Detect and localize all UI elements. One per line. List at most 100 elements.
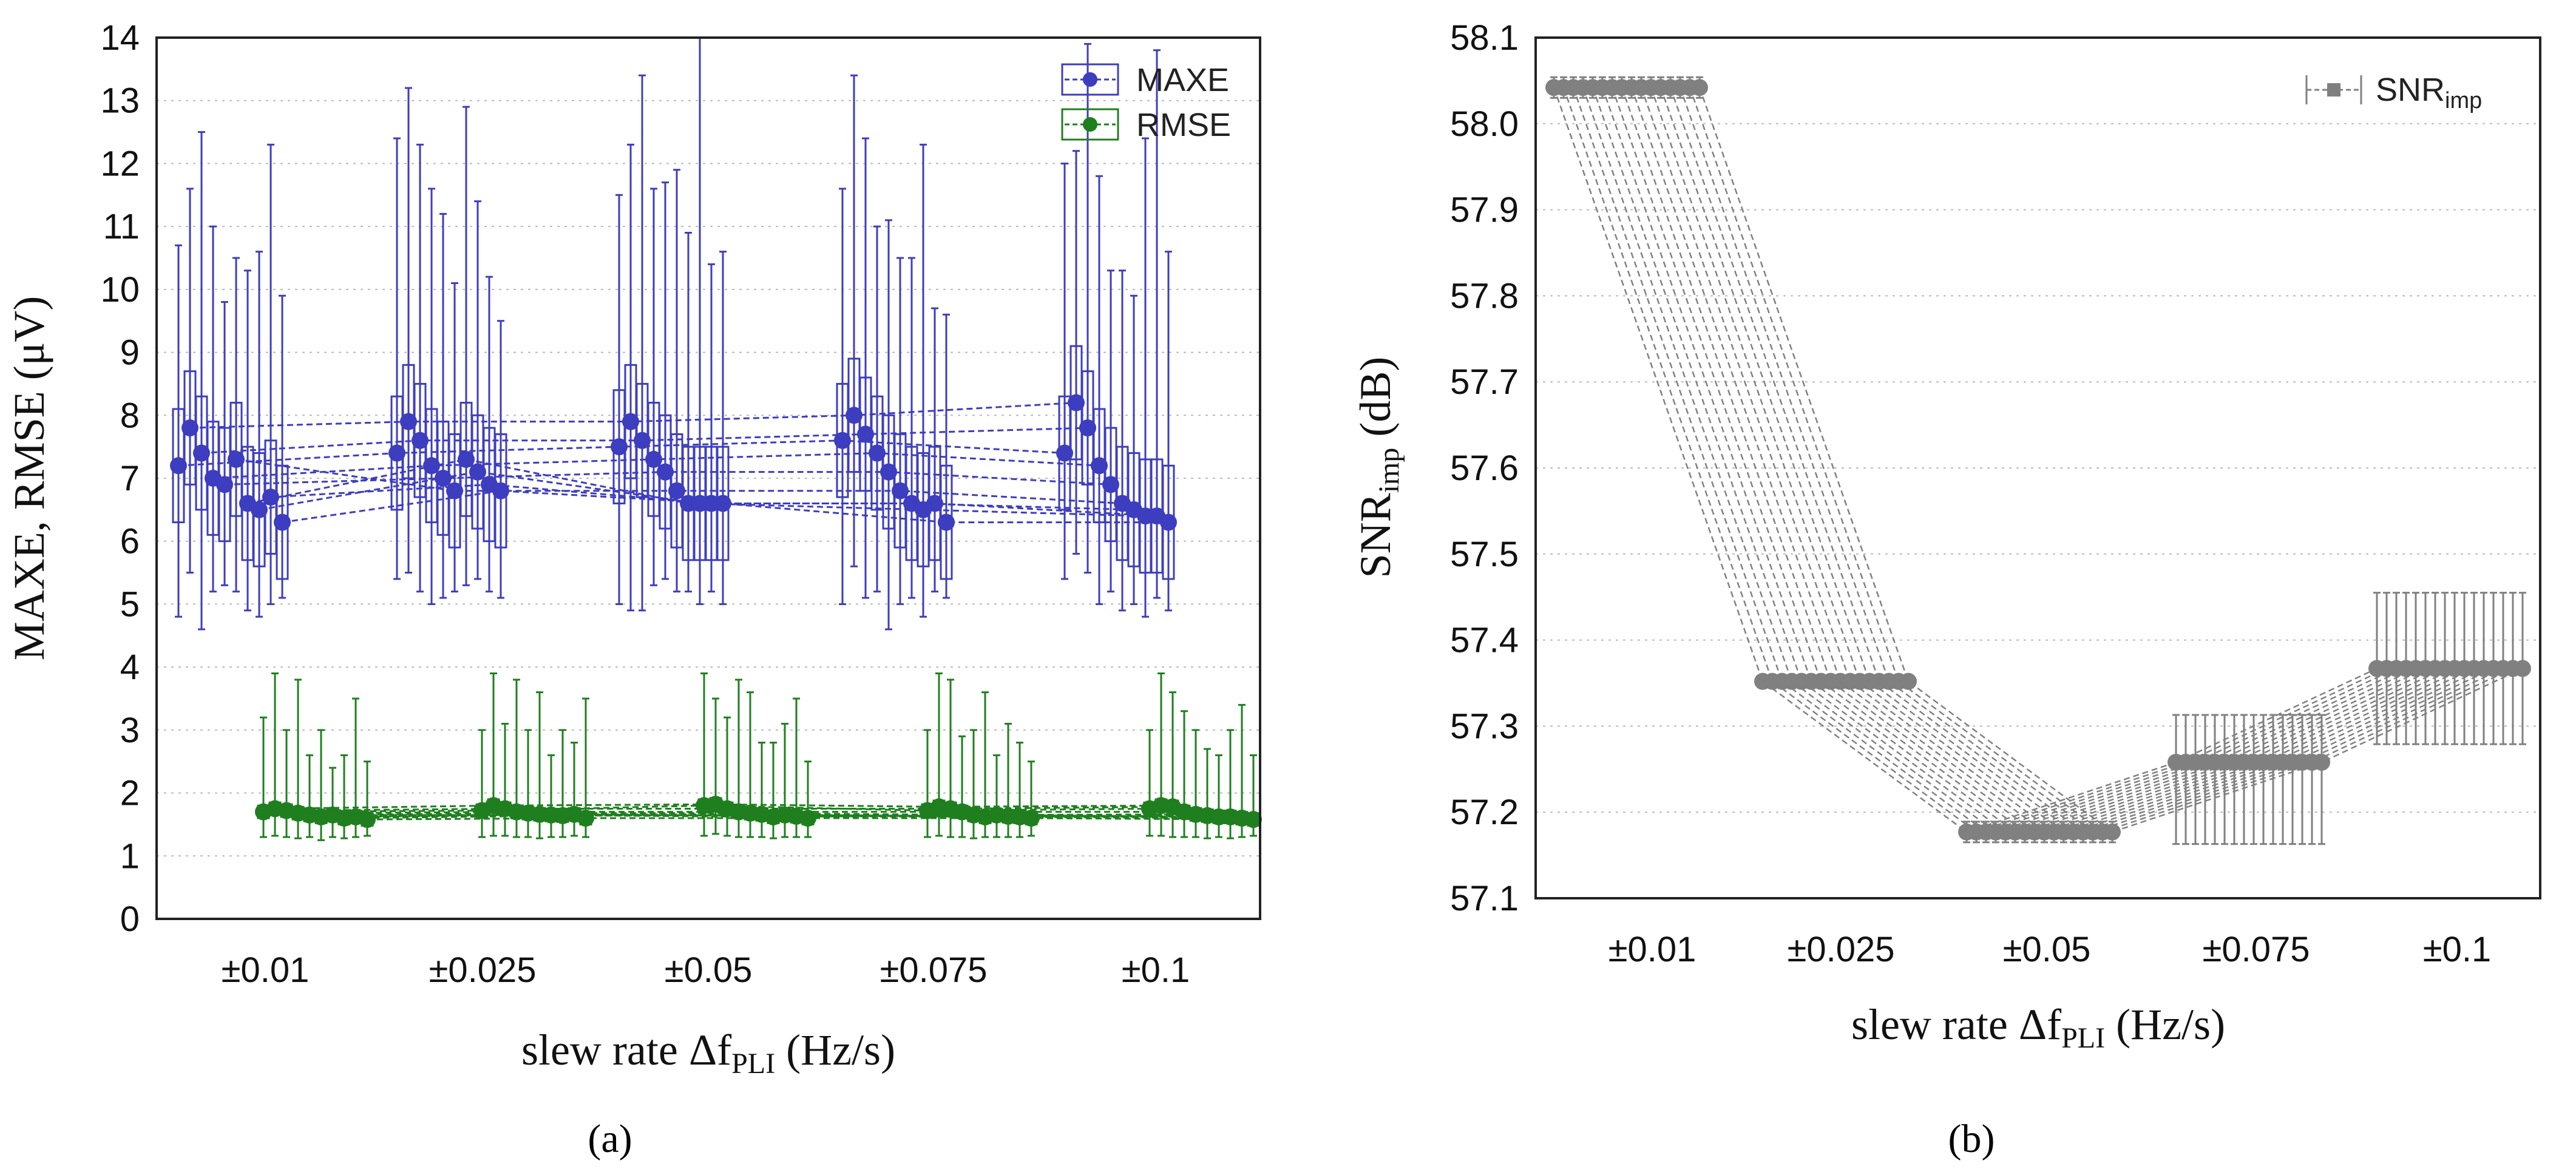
snr-connector-line xyxy=(1640,87,2465,833)
rmse-point xyxy=(359,811,376,828)
maxe-point xyxy=(251,501,268,518)
maxe-point xyxy=(926,495,943,512)
panel-a-y-tick-label: 1 xyxy=(120,836,140,876)
panel-a-y-tick-label: 13 xyxy=(100,81,140,121)
snr-legend-marker xyxy=(2327,83,2340,97)
maxe-point xyxy=(634,432,651,449)
snr-connector-line xyxy=(1698,87,2523,833)
snr-connector-line xyxy=(1689,87,2513,833)
snr-point xyxy=(1691,79,1708,97)
panel-b-y-tick-label: 57.4 xyxy=(1450,621,1519,660)
snr-connector-line xyxy=(1611,87,2436,833)
maxe-point xyxy=(423,457,440,475)
panel-b-gridlines xyxy=(1536,123,2540,813)
panel-a-y-tick-label: 14 xyxy=(100,18,140,58)
snr-connector-line xyxy=(1659,87,2484,833)
maxe-point xyxy=(1056,444,1073,462)
panel-b-y-tick-label: 58.0 xyxy=(1450,104,1519,144)
maxe-point xyxy=(400,413,417,430)
panel-b-x-ticks: ±0.01 ±0.025 ±0.05 ±0.075 ±0.1 xyxy=(1608,930,2492,969)
panel-b-y-tick-label: 58.1 xyxy=(1450,18,1519,58)
panel-a-x-ticks: ±0.01 ±0.025 ±0.05 ±0.075 ±0.1 xyxy=(222,950,1190,990)
legend-item-maxe: MAXE xyxy=(1061,62,1229,98)
snr-connector-line xyxy=(1601,87,2426,833)
panel-b-label: (b) xyxy=(1948,1117,1995,1161)
rmse-legend-swatch xyxy=(1061,108,1119,141)
maxe-point xyxy=(657,463,674,481)
rmse-point xyxy=(799,810,816,827)
maxe-point xyxy=(228,450,245,468)
maxe-connector-line xyxy=(259,471,1146,517)
maxe-point xyxy=(880,463,897,481)
panel-a-y-tick-label: 6 xyxy=(120,522,140,561)
panel-a-y-tick-label: 4 xyxy=(120,648,140,687)
maxe-point xyxy=(857,425,874,443)
maxe-point xyxy=(846,407,863,424)
rmse-legend-label: RMSE xyxy=(1136,107,1231,143)
maxe-point xyxy=(611,438,628,456)
panel-b-plot-area xyxy=(1545,76,2531,845)
panel-b-y-tick-label: 57.2 xyxy=(1450,793,1519,832)
legend-item-rmse: RMSE xyxy=(1061,107,1231,143)
panel-b-y-tick-label: 57.9 xyxy=(1450,191,1519,230)
panel-a-x-tick-label: ±0.05 xyxy=(665,950,753,990)
panel-a-plot-area xyxy=(170,36,1262,841)
snr-connector-line xyxy=(1572,87,2397,833)
snr-connector-line xyxy=(1630,87,2455,833)
maxe-point xyxy=(938,513,955,531)
panel-b-y-tick-label: 57.6 xyxy=(1450,449,1519,488)
maxe-point xyxy=(193,444,210,462)
snr-connector-line xyxy=(1582,87,2407,833)
panel-b-y-tick-label: 57.7 xyxy=(1450,362,1519,402)
rmse-point xyxy=(577,810,594,827)
panel-b-legend: SNRimp xyxy=(2305,72,2482,113)
rmse-legend-marker xyxy=(1083,117,1097,132)
snr-connector-line xyxy=(1553,87,2378,833)
maxe-point xyxy=(388,444,405,462)
panel-b-frame xyxy=(1534,36,2541,899)
snr-connector-line xyxy=(1650,87,2475,833)
maxe-legend-marker xyxy=(1083,72,1097,87)
panel-b-x-tick-label: ±0.01 xyxy=(1608,930,1696,969)
maxe-point xyxy=(262,489,279,506)
snr-connector-line xyxy=(1679,87,2504,833)
panel-b-x-tick-label: ±0.075 xyxy=(2203,930,2310,969)
snr-connector-line xyxy=(1562,87,2387,833)
maxe-point xyxy=(492,482,509,499)
maxe-point xyxy=(181,419,198,437)
panel-a-y-tick-label: 12 xyxy=(100,144,140,183)
rmse-point xyxy=(1245,811,1262,828)
panel-a-x-tick-label: ±0.075 xyxy=(880,950,988,990)
maxe-point xyxy=(1091,457,1108,475)
maxe-legend-label: MAXE xyxy=(1136,62,1229,98)
panel-a-y-tick-label: 0 xyxy=(120,899,140,939)
panel-a-frame xyxy=(155,36,1261,920)
panel-b-x-tick-label: ±0.025 xyxy=(1788,930,1895,969)
panel-a-x-axis-label: slew rate ΔfPLI (Hz/s) xyxy=(521,1026,895,1080)
snr-legend-label: SNRimp xyxy=(2376,72,2482,113)
panel-a-y-tick-label: 2 xyxy=(120,774,140,813)
panel-b-x-axis-label: slew rate ΔfPLI (Hz/s) xyxy=(1851,1000,2225,1054)
maxe-point xyxy=(645,450,662,468)
maxe-point xyxy=(274,513,291,531)
panel-b: 57.1 57.2 57.3 57.4 57.5 57.6 57.7 57.8 57.9 58.0… xyxy=(1351,18,2541,1161)
maxe-point xyxy=(469,463,486,481)
panel-a-x-tick-label: ±0.025 xyxy=(429,950,537,990)
maxe-point xyxy=(435,470,452,487)
maxe-point xyxy=(446,482,463,499)
maxe-point xyxy=(668,482,685,499)
panel-a-y-tick-label: 10 xyxy=(100,270,140,310)
snr-point xyxy=(1900,672,1917,690)
maxe-point xyxy=(1068,394,1085,411)
panel-a-y-axis-label: MAXE, RMSE (μV) xyxy=(5,296,53,661)
panel-b-y-tick-label: 57.1 xyxy=(1450,879,1519,918)
maxe-point xyxy=(1079,419,1096,437)
panel-a-legend: MAXE RMSE xyxy=(1061,62,1231,143)
maxe-point xyxy=(892,482,909,499)
panel-a-y-tick-label: 8 xyxy=(120,396,140,435)
panel-a-y-tick-label: 7 xyxy=(120,459,140,498)
maxe-point xyxy=(170,457,187,475)
